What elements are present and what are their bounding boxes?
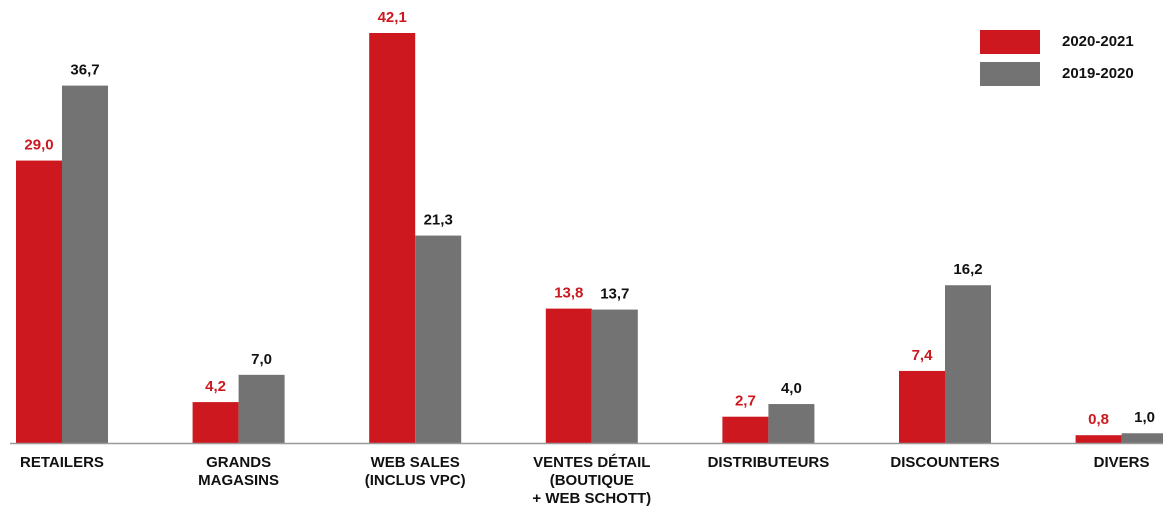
value-label: 13,8: [554, 285, 583, 302]
x-tick-label: DIVERS: [1094, 454, 1150, 471]
bar: [899, 370, 945, 443]
value-label: 4,2: [205, 378, 226, 395]
legend-label: 2019-2020: [1062, 65, 1134, 82]
bar: [945, 285, 991, 443]
bar: [62, 85, 108, 443]
value-label: 4,0: [781, 380, 802, 397]
legend-swatch: [980, 30, 1040, 54]
x-tick-label: DISTRIBUTEURS: [708, 454, 830, 471]
value-label: 13,7: [600, 286, 629, 303]
bar: [1075, 435, 1122, 443]
x-tick-label: RETAILERS: [20, 454, 104, 471]
bar: [369, 33, 416, 443]
bar: [545, 308, 592, 443]
bar: [1121, 433, 1163, 443]
value-label: 0,8: [1088, 411, 1109, 428]
x-tick-label: WEB SALES: [371, 454, 460, 471]
bar: [722, 416, 769, 443]
x-tick-label: GRANDS: [206, 454, 271, 471]
value-label: 36,7: [70, 62, 99, 79]
legend-label: 2020-2021: [1062, 33, 1134, 50]
x-tick-label: MAGASINS: [198, 472, 279, 489]
x-tick-label: (BOUTIQUE: [550, 472, 634, 489]
x-tick-label: + WEB SCHOTT): [532, 490, 651, 507]
value-label: 42,1: [378, 9, 407, 26]
value-label: 21,3: [424, 212, 453, 229]
bar: [591, 309, 638, 443]
legend-swatch: [980, 62, 1040, 86]
x-tick-label: VENTES DÉTAIL: [533, 454, 650, 471]
bar: [768, 404, 815, 443]
bar: [192, 402, 239, 443]
bar: [415, 235, 462, 443]
x-tick-label: (INCLUS VPC): [365, 472, 466, 489]
value-label: 16,2: [953, 261, 982, 278]
value-label: 7,0: [251, 351, 272, 368]
bar: [238, 374, 285, 443]
value-label: 7,4: [912, 347, 934, 364]
value-label: 1,0: [1134, 409, 1155, 426]
value-label: 29,0: [24, 137, 53, 154]
x-tick-label: DISCOUNTERS: [890, 454, 999, 471]
bar: [16, 160, 62, 443]
value-label: 2,7: [735, 393, 756, 410]
